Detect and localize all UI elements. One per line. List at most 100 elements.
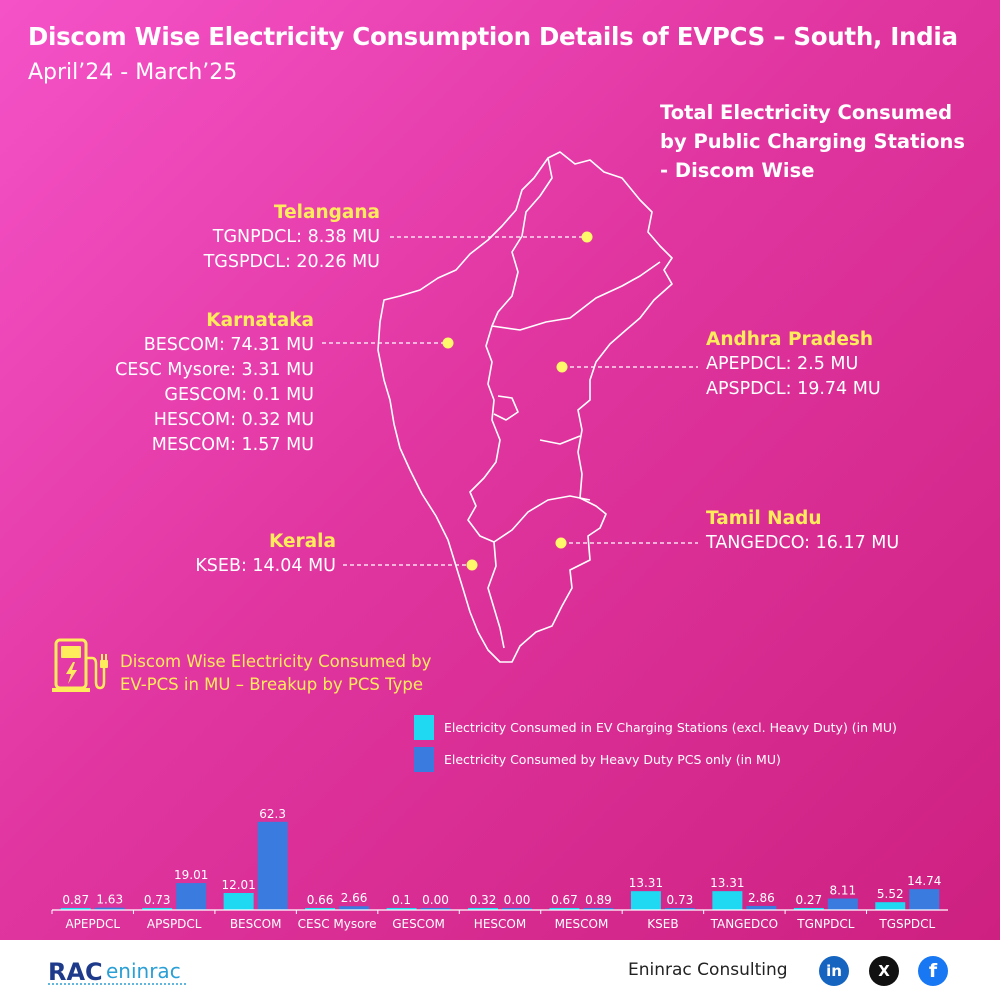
ev-charger-icon [52, 638, 108, 692]
breakup-heading-line-1: Discom Wise Electricity Consumed by [120, 652, 432, 671]
discom-line: APSPDCL: 19.74 MU [706, 379, 881, 399]
bar-bescom-series-2 [257, 821, 288, 910]
facebook-icon[interactable]: f [918, 956, 948, 986]
legend-swatch-heavy [414, 746, 434, 772]
ap-inner-line [539, 435, 581, 445]
page-title: Discom Wise Electricity Consumption Deta… [28, 22, 958, 51]
breakup-heading-line-2: EV-PCS in MU – Breakup by PCS Type [120, 675, 424, 694]
discom-line: TANGEDCO: 16.17 MU [706, 533, 900, 553]
data-label: 0.1 [392, 893, 411, 907]
company-name: Eninrac Consulting [628, 960, 788, 980]
data-label: 19.01 [174, 868, 208, 882]
state-karnataka: Karnataka BESCOM: 74.31 MU CESC Mysore: … [115, 308, 314, 458]
bar-apepdcl-series-2 [94, 907, 125, 910]
discom-line: TGNPDCL: 8.38 MU [212, 227, 380, 247]
legend-label-excl-heavy: Electricity Consumed in EV Charging Stat… [444, 719, 897, 735]
data-label: 0.73 [144, 893, 171, 907]
dot-andhra [556, 361, 568, 373]
data-label: 1.63 [96, 893, 123, 907]
state-name: Andhra Pradesh [706, 329, 874, 350]
bar-hescom-series-1 [468, 908, 498, 910]
data-label: 13.31 [629, 876, 663, 890]
category-label: TGNPDCL [796, 917, 854, 931]
category-label: TGSPDCL [878, 917, 935, 931]
chart-legend: Electricity Consumed in EV Charging Stat… [414, 711, 897, 775]
eninrac-logo: RAC eninrac [48, 958, 188, 986]
bar-bescom-series-1 [223, 893, 254, 910]
dot-kerala [466, 559, 478, 571]
bar-kseb-series-1 [630, 891, 661, 910]
total-heading-line-2: by Public Charging Stations [660, 130, 965, 153]
data-label: 14.74 [907, 874, 941, 888]
data-label: 0.00 [504, 893, 531, 907]
bar-mescom-series-1 [549, 908, 580, 910]
legend-label-heavy: Electricity Consumed by Heavy Duty PCS o… [444, 751, 781, 767]
state-telangana: Telangana TGNPDCL: 8.38 MU TGSPDCL: 20.2… [204, 200, 380, 275]
data-label: 0.67 [551, 893, 578, 907]
state-tamil-nadu: Tamil Nadu TANGEDCO: 16.17 MU [706, 506, 899, 556]
discom-line: TGSPDCL: 20.26 MU [203, 252, 380, 272]
category-label: TANGEDCO [710, 917, 779, 931]
category-label: HESCOM [474, 917, 526, 931]
goa-notch [493, 395, 519, 421]
state-name: Kerala [269, 531, 336, 552]
x-icon[interactable]: X [869, 956, 899, 986]
svg-text:eninrac: eninrac [106, 959, 181, 983]
breakup-heading: Discom Wise Electricity Consumed by EV-P… [120, 650, 431, 696]
dot-telangana [581, 231, 593, 243]
dot-tamilnadu [555, 537, 567, 549]
bar-chart: 0.87 1.63APEPDCL0.7319.01APSPDCL12.0162.3… [51, 807, 948, 931]
data-label: 0.73 [667, 893, 694, 907]
discom-line: CESC Mysore: 3.31 MU [115, 360, 314, 380]
footer: RAC eninrac Eninrac Consulting in X f [0, 940, 1000, 1000]
bar-hescom-series-2 [502, 908, 532, 910]
bar-apspdcl-series-1 [142, 908, 173, 910]
data-label: 62.3 [259, 807, 286, 821]
svg-text:RAC: RAC [48, 958, 103, 986]
bar-apspdcl-series-2 [176, 883, 207, 910]
data-label: 5.52 [877, 887, 904, 901]
ap-tn-border [493, 495, 591, 543]
total-consumption-heading: Total Electricity Consumed by Public Cha… [660, 98, 990, 185]
category-label: GESCOM [392, 917, 445, 931]
bar-cesc-mysore-series-2 [339, 906, 370, 910]
state-kerala: Kerala KSEB: 14.04 MU [195, 529, 336, 579]
total-heading-line-1: Total Electricity Consumed [660, 101, 953, 124]
category-label: CESC Mysore [298, 917, 377, 931]
data-label: 13.31 [710, 876, 744, 890]
state-name: Karnataka [206, 310, 314, 331]
bar-gescom-series-2 [420, 908, 451, 910]
data-label: 0.87 [62, 893, 89, 907]
discom-line: BESCOM: 74.31 MU [143, 335, 314, 355]
data-label: 0.00 [422, 893, 449, 907]
category-label: KSEB [647, 917, 678, 931]
page-subtitle: April’24 - March’25 [28, 60, 238, 85]
linkedin-icon[interactable]: in [819, 956, 849, 986]
bar-tgspdcl-series-1 [875, 902, 906, 910]
bar-mescom-series-2 [583, 908, 614, 910]
telangana-border [491, 157, 661, 331]
bar-cesc-mysore-series-1 [305, 908, 336, 910]
bar-tangedco-series-2 [746, 905, 777, 910]
bar-tangedco-series-1 [712, 891, 743, 910]
data-label: 0.66 [307, 893, 334, 907]
discom-line: HESCOM: 0.32 MU [153, 410, 314, 430]
state-name: Telangana [273, 202, 380, 223]
bar-tgnpdcl-series-1 [793, 908, 824, 910]
bar-gescom-series-1 [386, 908, 417, 910]
karnataka-border [467, 325, 501, 543]
category-label: APSPDCL [147, 917, 202, 931]
discom-line: GESCOM: 0.1 MU [164, 385, 314, 405]
bar-tgnpdcl-series-2 [827, 898, 858, 910]
discom-line: MESCOM: 1.57 MU [151, 435, 314, 455]
legend-item-heavy: Electricity Consumed by Heavy Duty PCS o… [414, 743, 897, 775]
bar-tgspdcl-series-2 [909, 889, 940, 910]
data-label: 0.27 [795, 893, 822, 907]
category-label: APEPDCL [65, 917, 120, 931]
discom-line: APEPDCL: 2.5 MU [706, 354, 859, 374]
category-label: BESCOM [230, 917, 282, 931]
data-label: 0.32 [470, 893, 497, 907]
data-label: 2.66 [341, 891, 368, 905]
data-label: 0.89 [585, 893, 612, 907]
map-outline [377, 151, 673, 663]
